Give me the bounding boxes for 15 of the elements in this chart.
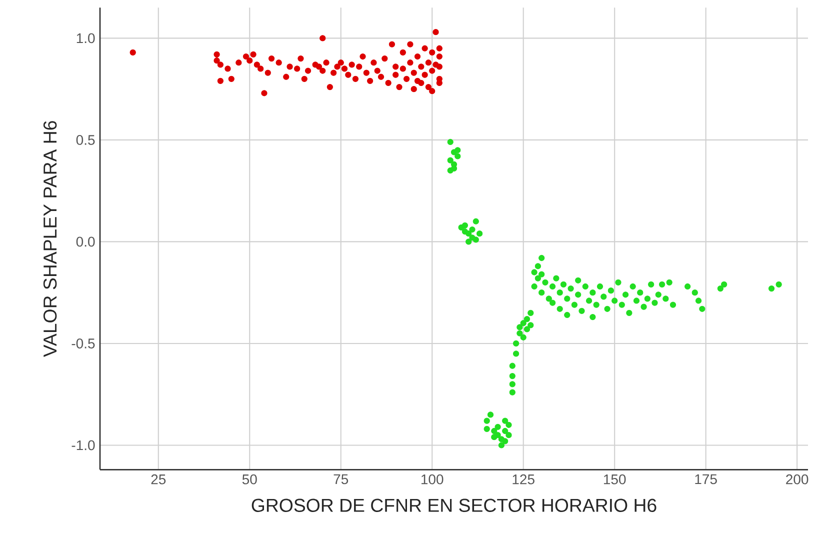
y-tick-label: -0.5 [72, 338, 95, 348]
x-tick-label: 75 [334, 474, 348, 484]
x-tick-label: 100 [421, 474, 444, 484]
x-tick-label: 150 [604, 474, 626, 484]
x-tick-label: 175 [695, 474, 717, 484]
y-tick-label: 0.0 [76, 236, 95, 247]
y-axis-title: VALOR SHAPLEY PARA H6 [43, 121, 57, 358]
x-tick-label: 25 [151, 474, 166, 484]
x-tick-label: 50 [242, 474, 257, 484]
y-tick-label: 0.5 [76, 135, 95, 145]
x-tick-label: 200 [786, 474, 808, 484]
x-axis-title: GROSOR DE CFNR EN SECTOR HORARIO H6 [252, 498, 656, 512]
x-tick-label: 125 [512, 474, 534, 484]
y-tick-label: 1.0 [76, 33, 95, 44]
y-tick-label: -1.0 [72, 440, 95, 450]
